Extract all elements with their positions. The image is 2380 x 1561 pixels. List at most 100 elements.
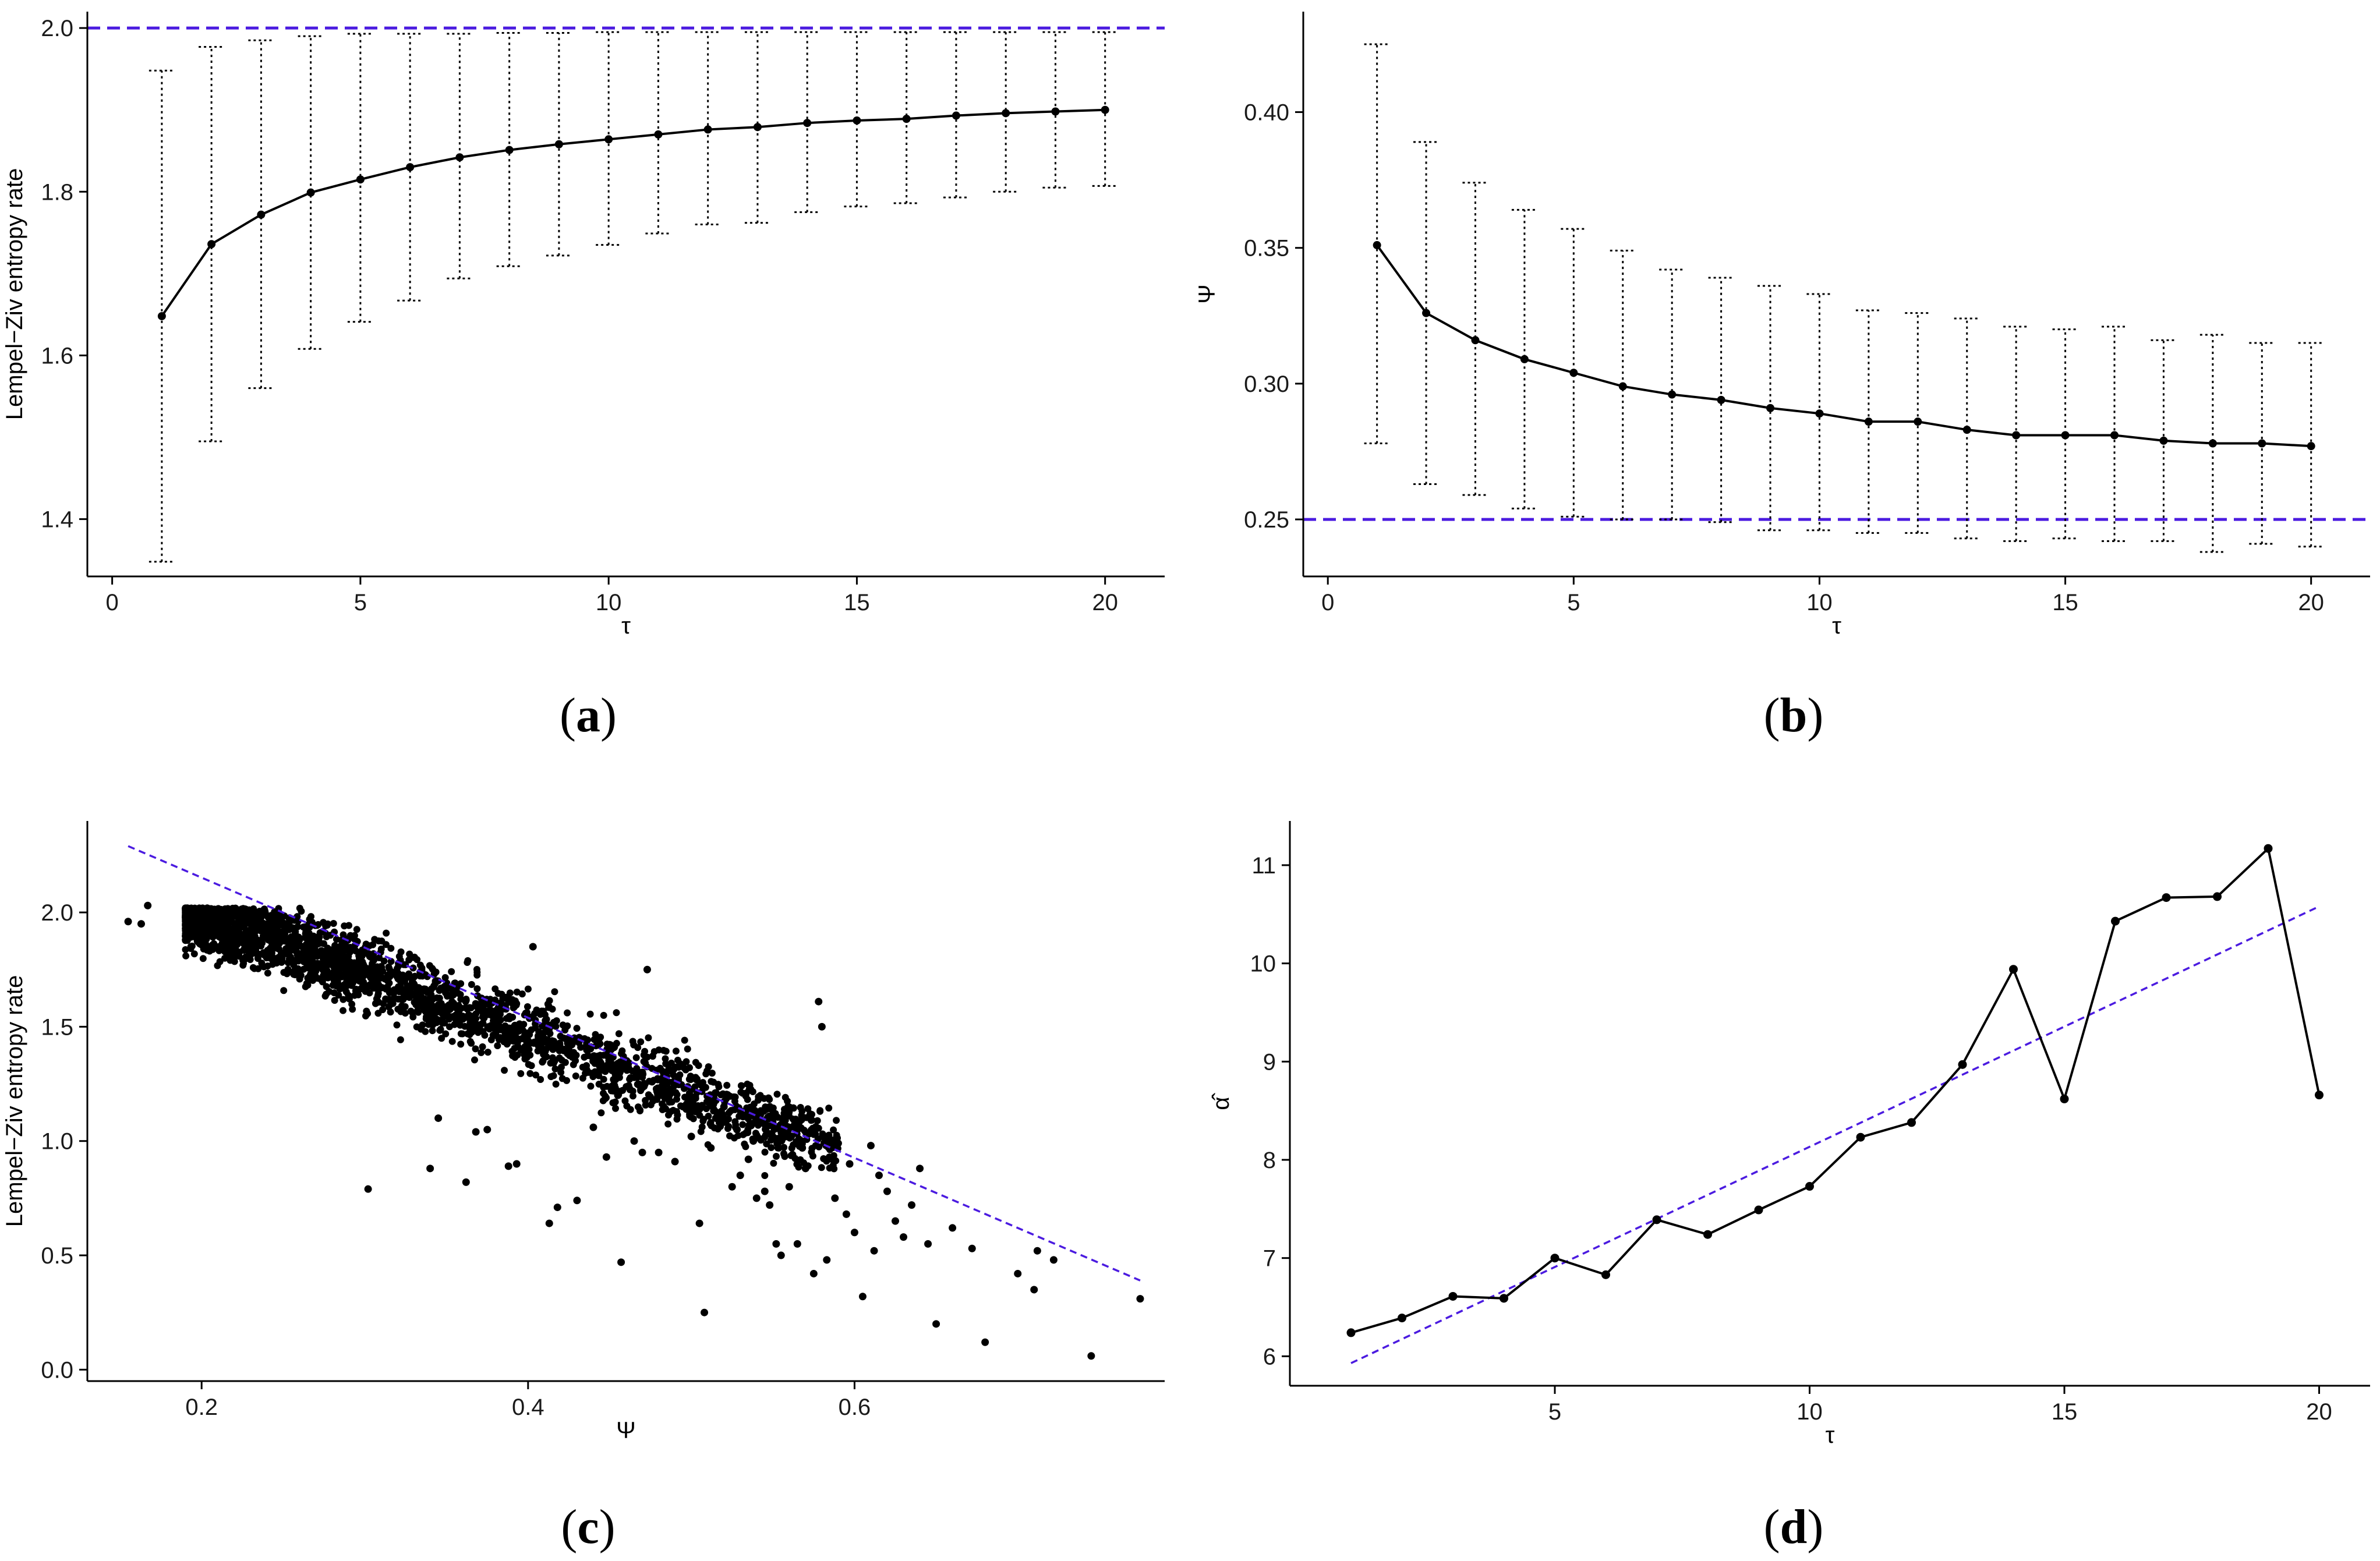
- scatter-point: [438, 1035, 445, 1042]
- scatter-point: [408, 984, 415, 992]
- scatter-point: [545, 1219, 553, 1227]
- y-tick-label: 2.0: [41, 16, 73, 41]
- scatter-point: [445, 1001, 452, 1008]
- scatter-point: [397, 976, 404, 984]
- scatter-point: [241, 955, 249, 963]
- scatter-point: [468, 1018, 476, 1026]
- y-tick-label: 8: [1263, 1148, 1276, 1173]
- scatter-point: [712, 1114, 720, 1122]
- scatter-point: [508, 1031, 516, 1039]
- scatter-point: [664, 1111, 672, 1118]
- scatter-point: [515, 1027, 522, 1035]
- scatter-point: [227, 925, 235, 933]
- data-point: [1907, 1118, 1916, 1127]
- scatter-point: [429, 965, 436, 972]
- scatter-point: [1033, 1247, 1041, 1255]
- scatter-point: [265, 948, 273, 956]
- scatter-point: [641, 1047, 649, 1055]
- fit-line: [1350, 905, 2320, 1364]
- scatter-point: [438, 1020, 446, 1027]
- scatter-point: [369, 953, 377, 960]
- scatter-point: [331, 961, 339, 968]
- data-point: [1703, 1230, 1712, 1239]
- scatter-point: [289, 945, 296, 953]
- scatter-point: [310, 949, 317, 957]
- data-point: [2009, 965, 2018, 974]
- scatter-point: [790, 1105, 797, 1112]
- scatter-point: [228, 950, 236, 957]
- data-point: [1652, 1215, 1661, 1224]
- scatter-point: [586, 1010, 594, 1018]
- data-point: [2162, 893, 2171, 902]
- scatter-point: [553, 1204, 561, 1212]
- scatter-point: [795, 1163, 802, 1171]
- scatter-point: [415, 984, 423, 992]
- data-point: [2258, 439, 2266, 448]
- scatter-point: [534, 1047, 542, 1055]
- scatter-point: [303, 980, 310, 987]
- scatter-point: [708, 1100, 716, 1108]
- scatter-point: [642, 1102, 649, 1109]
- scatter-point: [850, 1229, 858, 1237]
- scatter-point: [826, 1153, 833, 1161]
- scatter-point: [274, 945, 282, 953]
- scatter-point: [675, 1075, 682, 1082]
- scatter-point: [372, 979, 380, 986]
- scatter-point: [352, 969, 359, 976]
- data-point: [1766, 403, 1775, 412]
- scatter-point: [892, 1217, 899, 1225]
- x-tick-label: 10: [1806, 590, 1833, 615]
- scatter-point: [416, 999, 424, 1007]
- scatter-point: [376, 985, 384, 992]
- panel-c-chart: 0.2 0.4 0.6 0.0 0.5 1.0 1.5 2.0 Ψ Lempel−Ziv entr…: [2, 821, 1165, 1443]
- scatter-point: [190, 950, 198, 958]
- x-tick-label: 15: [2052, 1399, 2078, 1425]
- x-tick-label: 15: [844, 590, 870, 615]
- scatter-point: [761, 1187, 769, 1195]
- scatter-point: [785, 1183, 793, 1191]
- scatter-point: [558, 1075, 566, 1082]
- scatter-point: [386, 965, 393, 973]
- scatter-point: [526, 1070, 534, 1077]
- x-tick-label: 0.4: [512, 1394, 544, 1420]
- scatter-point: [280, 987, 288, 994]
- data-point: [1754, 1205, 1763, 1215]
- error-bar: [1757, 285, 1784, 532]
- scatter-point: [514, 1051, 521, 1059]
- scatter-point: [552, 1081, 560, 1088]
- scatter-point: [353, 926, 360, 933]
- scatter-point: [695, 1219, 703, 1227]
- y-tick-label: 6: [1263, 1344, 1276, 1369]
- scatter-point: [846, 1160, 854, 1168]
- scatter-point: [766, 1114, 773, 1122]
- error-bar: [1511, 208, 1537, 509]
- x-axis-title: τ: [1826, 1422, 1835, 1448]
- data-point: [2159, 436, 2168, 445]
- error-bar: [2199, 334, 2226, 553]
- scatter-point: [291, 966, 299, 974]
- scatter-point: [235, 937, 242, 945]
- scatter-point: [788, 1151, 797, 1159]
- error-bar: [397, 33, 423, 302]
- scatter-point: [275, 916, 282, 923]
- scatter-point: [564, 1009, 571, 1017]
- scatter-point: [349, 1006, 356, 1013]
- scatter-point: [744, 1080, 751, 1088]
- scatter-point: [596, 1052, 604, 1059]
- scatter-point: [383, 929, 390, 937]
- scatter-point: [696, 1080, 703, 1088]
- y-tick-label: 2.0: [41, 900, 73, 926]
- scatter-point: [724, 1091, 731, 1099]
- scatter-point: [427, 991, 435, 999]
- scatter-point: [568, 1041, 576, 1049]
- data-point: [1448, 1291, 1458, 1301]
- scatter-point: [784, 1098, 791, 1105]
- scatter-point: [224, 936, 231, 943]
- scatter-point: [464, 959, 471, 967]
- scatter-point: [434, 1114, 443, 1122]
- scatter-point: [630, 1041, 638, 1049]
- y-tick-label: 1.6: [41, 343, 73, 369]
- scatter-point: [638, 1068, 646, 1077]
- scatter-point: [340, 996, 347, 1003]
- scatter-point: [761, 1172, 769, 1180]
